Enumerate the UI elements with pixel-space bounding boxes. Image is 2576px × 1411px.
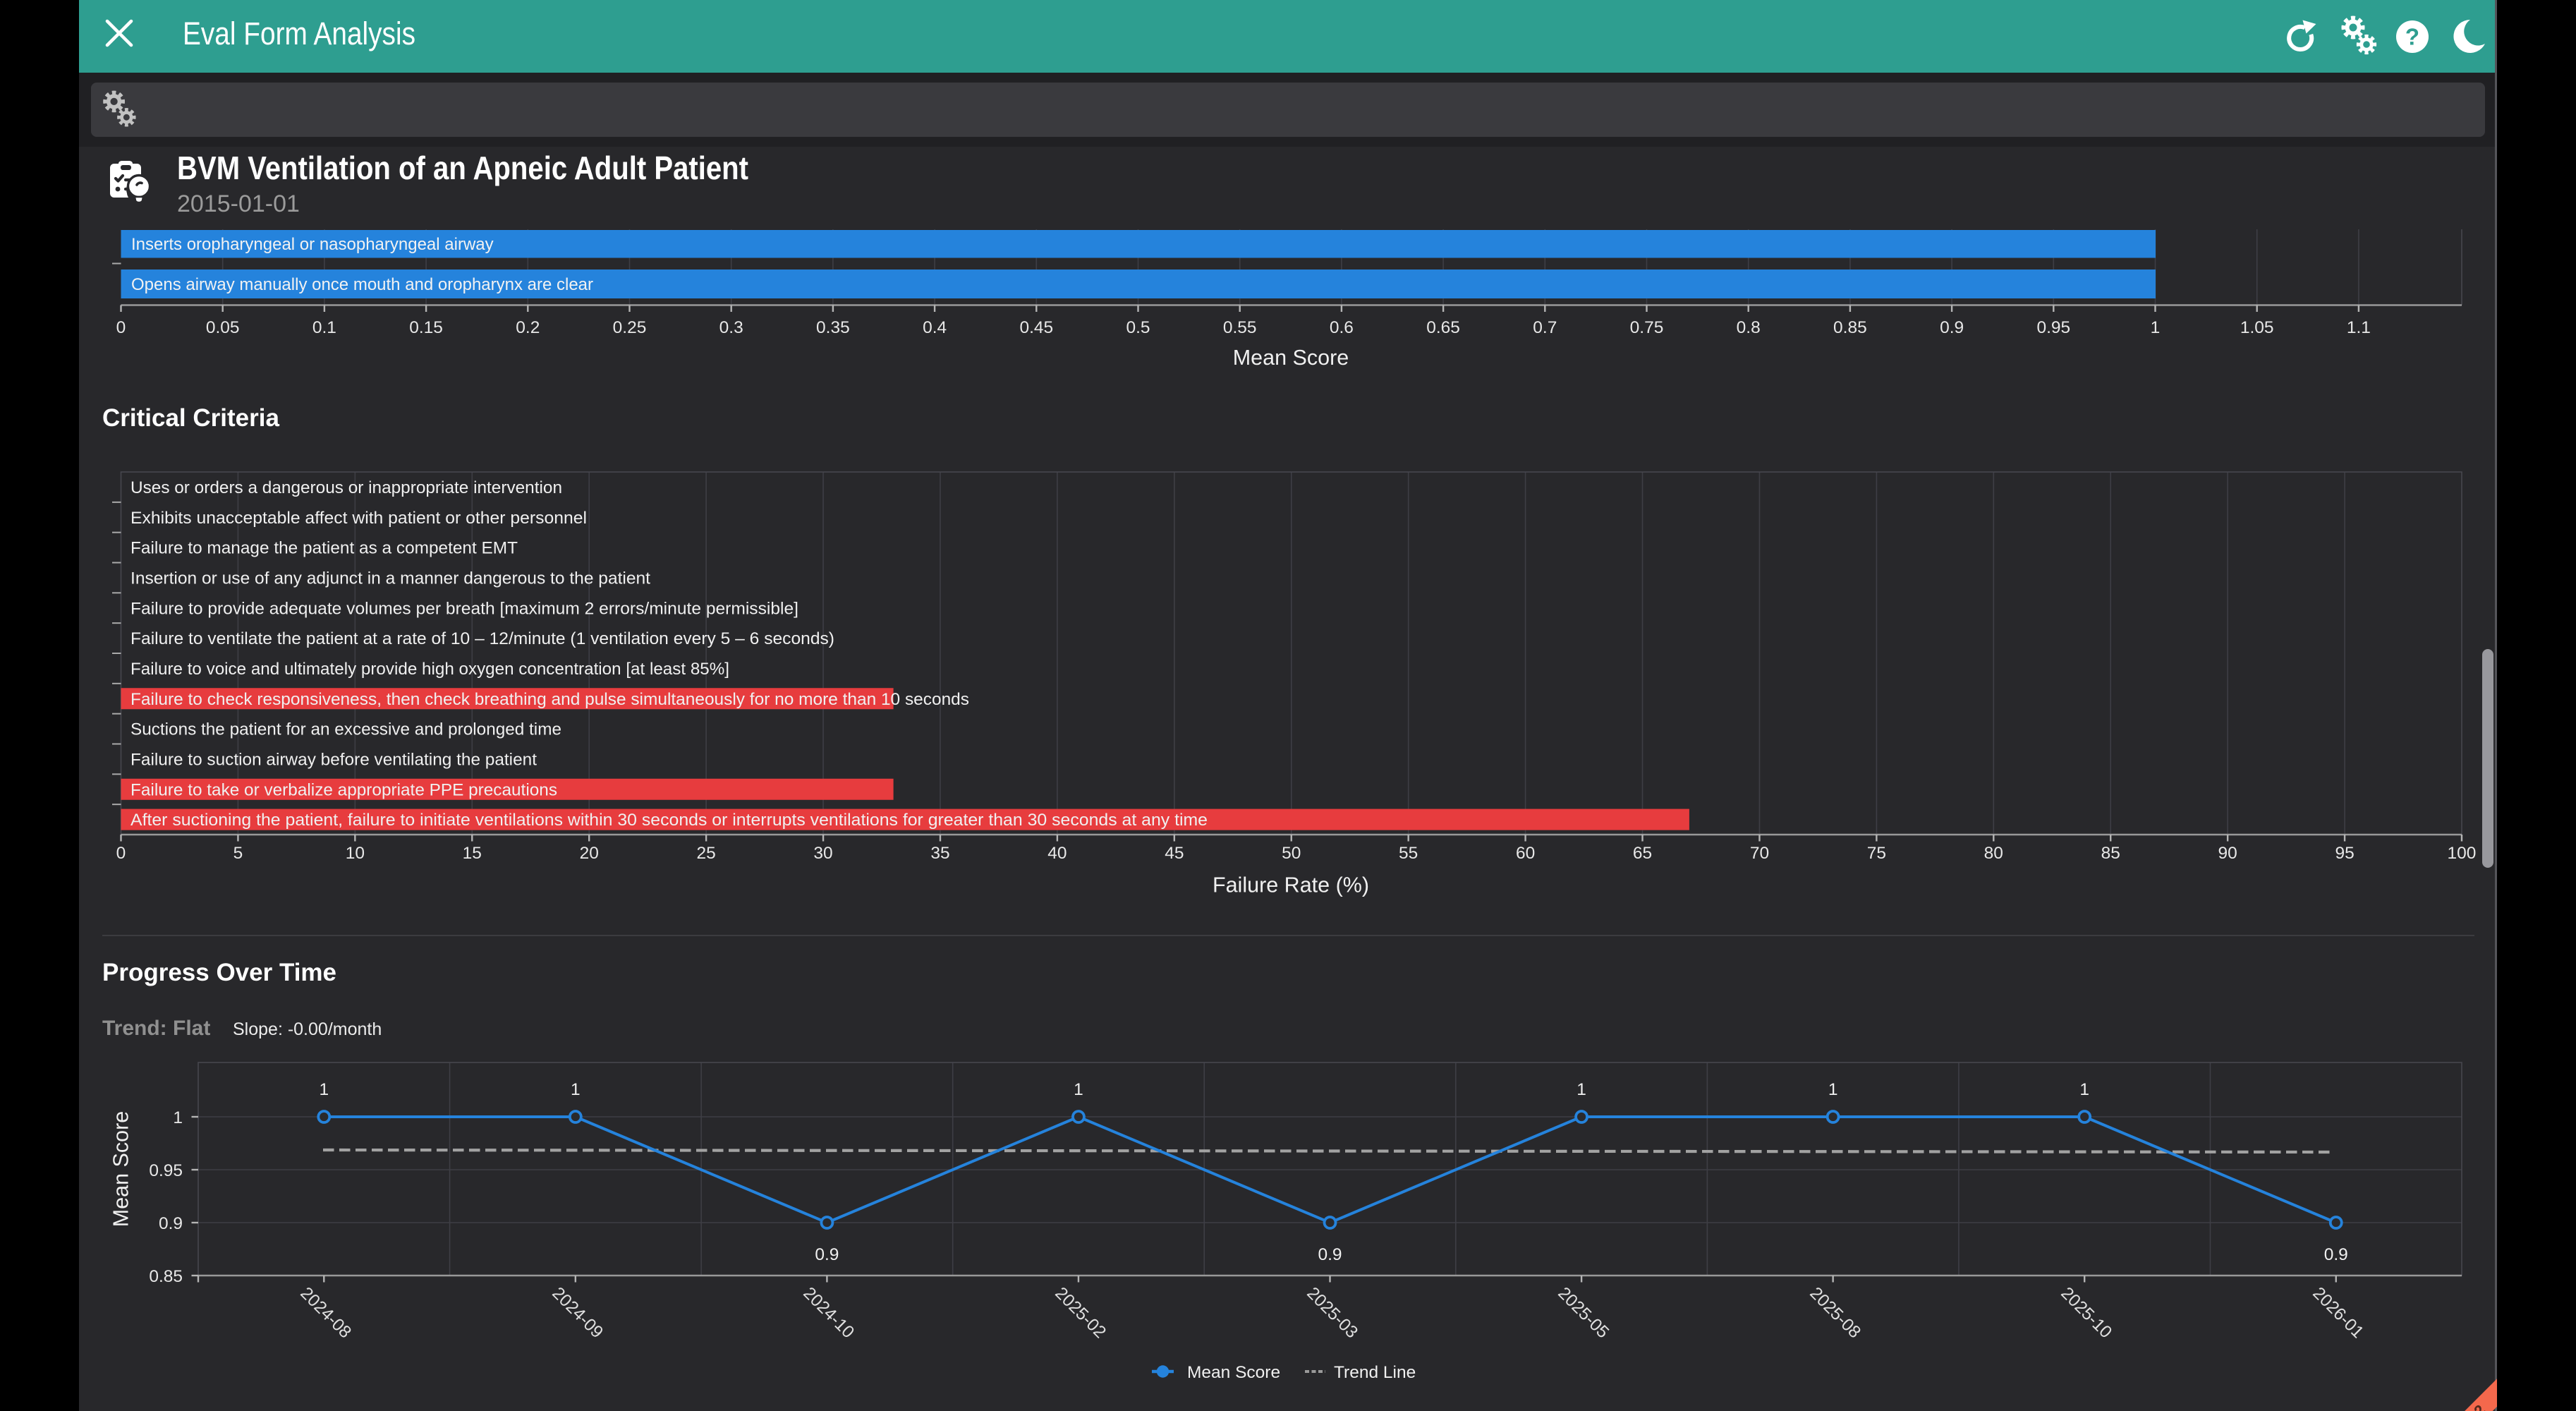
svg-text:Failure to ventilate the patie: Failure to ventilate the patient at a ra…	[130, 629, 834, 648]
svg-text:0.1: 0.1	[312, 318, 336, 337]
svg-text:90: 90	[2218, 844, 2237, 863]
svg-text:0.95: 0.95	[2036, 318, 2070, 337]
svg-text:0.9: 0.9	[1318, 1245, 1342, 1264]
svg-text:Mean Score: Mean Score	[1233, 346, 1349, 370]
svg-text:70: 70	[1750, 844, 1769, 863]
svg-text:80: 80	[1984, 844, 2003, 863]
svg-text:0.9: 0.9	[1940, 318, 1964, 337]
svg-text:0.45: 0.45	[1019, 318, 1053, 337]
svg-text:1: 1	[2079, 1080, 2089, 1099]
svg-text:1: 1	[1576, 1080, 1586, 1099]
svg-text:95: 95	[2335, 844, 2354, 863]
svg-text:0.55: 0.55	[1223, 318, 1257, 337]
svg-text:55: 55	[1399, 844, 1418, 863]
svg-text:Trend: Flat: Trend: Flat	[102, 1017, 210, 1040]
svg-text:1: 1	[2151, 318, 2161, 337]
svg-text:0.75: 0.75	[1630, 318, 1664, 337]
svg-text:Progress Over Time: Progress Over Time	[102, 959, 336, 986]
svg-text:50: 50	[1282, 844, 1301, 863]
svg-text:0.4: 0.4	[923, 318, 947, 337]
svg-text:Mean Score: Mean Score	[1187, 1363, 1280, 1382]
svg-text:BVM Ventilation of an Apneic A: BVM Ventilation of an Apneic Adult Patie…	[177, 150, 748, 186]
svg-text:45: 45	[1165, 844, 1184, 863]
svg-text:35: 35	[930, 844, 949, 863]
svg-text:Suctions the patient for an ex: Suctions the patient for an excessive an…	[130, 720, 561, 739]
svg-text:10: 10	[346, 844, 365, 863]
svg-text:Critical Criteria: Critical Criteria	[102, 404, 279, 432]
svg-text:Mean Score: Mean Score	[109, 1111, 133, 1227]
svg-text:Failure to suction airway befo: Failure to suction airway before ventila…	[130, 750, 537, 769]
svg-text:0: 0	[116, 844, 126, 863]
svg-text:0.9: 0.9	[2324, 1245, 2348, 1264]
svg-text:0.2: 0.2	[516, 318, 540, 337]
svg-text:1: 1	[319, 1080, 329, 1099]
svg-text:Opens airway manually once mou: Opens airway manually once mouth and oro…	[131, 275, 593, 294]
svg-text:0: 0	[116, 318, 126, 337]
svg-text:1: 1	[571, 1080, 581, 1099]
svg-text:0.65: 0.65	[1426, 318, 1460, 337]
svg-text:0.85: 0.85	[149, 1267, 183, 1286]
svg-text:5: 5	[233, 844, 243, 863]
svg-text:Failure to voice and ultimatel: Failure to voice and ultimately provide …	[130, 660, 729, 679]
svg-text:0.5: 0.5	[1126, 318, 1150, 337]
svg-text:75: 75	[1867, 844, 1886, 863]
svg-text:0.9: 0.9	[815, 1245, 839, 1264]
svg-text:85: 85	[2101, 844, 2120, 863]
svg-text:Failure to manage the patient: Failure to manage the patient as a compe…	[130, 539, 518, 558]
svg-text:Failure to check responsivenes: Failure to check responsiveness, then ch…	[130, 690, 969, 709]
svg-text:0.7: 0.7	[1533, 318, 1557, 337]
svg-text:0.95: 0.95	[149, 1161, 183, 1180]
svg-text:100: 100	[2448, 844, 2477, 863]
svg-text:?: ?	[2405, 24, 2419, 50]
svg-text:0.8: 0.8	[1737, 318, 1761, 337]
svg-text:25: 25	[696, 844, 715, 863]
svg-text:0.3: 0.3	[719, 318, 743, 337]
svg-text:0.15: 0.15	[409, 318, 443, 337]
svg-text:0.6: 0.6	[1330, 318, 1354, 337]
svg-text:15: 15	[463, 844, 482, 863]
svg-text:1.05: 1.05	[2240, 318, 2274, 337]
svg-text:Failure to provide adequate vo: Failure to provide adequate volumes per …	[130, 599, 798, 618]
svg-text:Exhibits unacceptable affect w: Exhibits unacceptable affect with patien…	[130, 509, 587, 528]
svg-text:1: 1	[1074, 1080, 1083, 1099]
svg-text:Failure to take or verbalize a: Failure to take or verbalize appropriate…	[130, 780, 557, 799]
svg-text:Trend Line: Trend Line	[1334, 1363, 1416, 1382]
svg-text:Insertion or use of any adjunc: Insertion or use of any adjunct in a man…	[130, 569, 650, 588]
svg-text:1.1: 1.1	[2347, 318, 2371, 337]
svg-text:20: 20	[580, 844, 599, 863]
svg-text:Failure Rate (%): Failure Rate (%)	[1213, 873, 1369, 897]
svg-text:Eval Form Analysis: Eval Form Analysis	[183, 16, 415, 52]
svg-text:0.35: 0.35	[816, 318, 850, 337]
svg-text:60: 60	[1516, 844, 1535, 863]
svg-text:1: 1	[173, 1108, 183, 1127]
svg-text:After suctioning the patient,: After suctioning the patient, failure to…	[130, 811, 1208, 830]
svg-text:0.85: 0.85	[1833, 318, 1867, 337]
svg-text:0.05: 0.05	[206, 318, 240, 337]
svg-text:Slope: -0.00/month: Slope: -0.00/month	[233, 1019, 382, 1039]
svg-text:2015-01-01: 2015-01-01	[177, 190, 300, 217]
svg-text:0.9: 0.9	[159, 1214, 183, 1233]
svg-text:Uses or orders a dangerous or: Uses or orders a dangerous or inappropri…	[130, 478, 562, 497]
svg-text:40: 40	[1047, 844, 1067, 863]
svg-text:30: 30	[813, 844, 832, 863]
svg-text:0.25: 0.25	[613, 318, 647, 337]
svg-text:Inserts oropharyngeal or nasop: Inserts oropharyngeal or nasopharyngeal …	[131, 235, 494, 254]
svg-text:65: 65	[1633, 844, 1652, 863]
svg-text:1: 1	[1828, 1080, 1838, 1099]
